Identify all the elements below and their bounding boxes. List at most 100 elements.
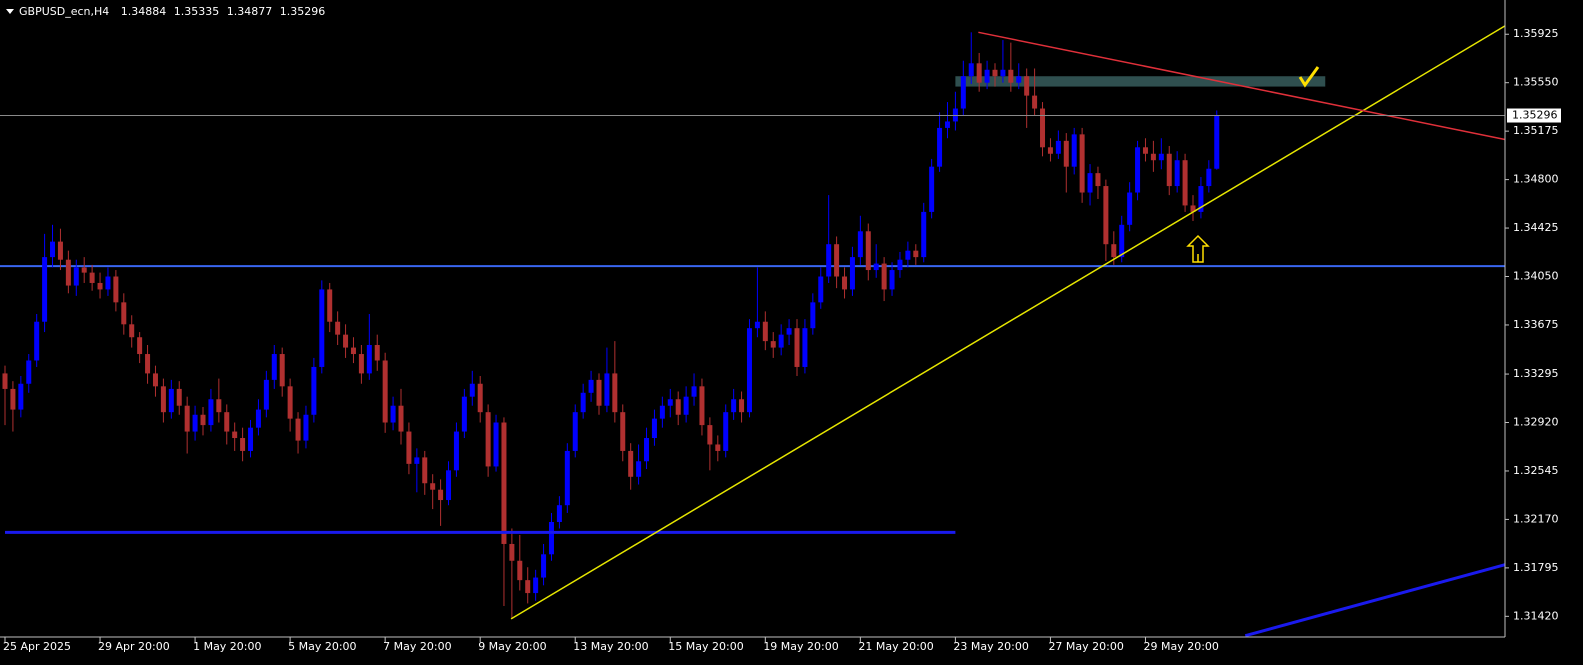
candle-body [1158,153,1164,161]
candle-body [152,373,158,387]
candle-body [1127,192,1133,225]
candle-body [707,425,713,445]
candle-body [168,388,174,413]
candle-body [129,324,135,338]
candle-body [430,483,436,490]
candle-body [1040,108,1046,148]
candle-body [414,457,420,464]
price-label-box [1507,108,1561,123]
candle-body [493,422,499,467]
candle-body [121,302,127,325]
candle-body [105,276,111,290]
candle-body [160,386,166,413]
menu-triangle[interactable] [6,9,14,14]
candle-body [1166,153,1172,187]
candle-body [834,244,840,277]
x-tick-label: 13 May 20:00 [573,640,648,653]
candle-body [517,560,523,581]
candle-body [794,328,800,367]
check-mark [1298,66,1320,88]
symbol: GBPUSD_ecn,H4 [19,5,109,18]
candle-body [1087,173,1093,193]
candle-body [1182,160,1188,206]
candle-body [65,259,71,286]
candle-body [857,231,863,258]
y-tick-label: 1.32170 [1513,512,1559,525]
y-tick-label: 1.33295 [1513,367,1559,380]
x-tick-label: 21 May 20:00 [858,640,933,653]
candle-body [865,231,871,271]
candle-body [802,328,808,367]
candle-body [849,257,855,290]
candle-body [968,63,974,77]
x-tick-label: 23 May 20:00 [953,640,1028,653]
candle-body [446,470,452,501]
candle-body [461,396,467,432]
trend-line [510,25,1506,620]
candle-body [216,399,222,413]
candle-body [739,399,745,413]
candle-body [952,108,958,122]
candle-body [208,399,214,426]
candle-body [327,289,333,322]
candle-body [34,321,40,361]
candle-body [1190,205,1196,212]
arrow-up [1186,234,1210,263]
candle-body [746,328,752,413]
candle-body [984,69,990,83]
candle-body [572,412,578,451]
candle-body [976,63,982,83]
x-tick-label: 9 May 20:00 [478,640,546,653]
candle-body [620,412,626,451]
candle-body [311,366,317,415]
trend-line [978,31,1506,141]
candle-body [89,272,95,283]
last-low: 1.34877 [227,5,273,18]
candle-body [778,334,784,348]
candle-body [73,267,79,286]
candle-body [1016,76,1022,83]
last-high: 1.35335 [174,5,220,18]
candle-body [992,69,998,77]
candle-body [113,276,119,303]
candle-body [580,392,586,413]
candle-body [240,438,246,451]
last-open: 1.34884 [121,5,167,18]
candle-body [382,360,388,423]
candle-body [248,427,254,451]
candle-body [42,257,48,322]
candle-body [145,354,151,374]
y-tick-label: 1.34800 [1513,173,1559,186]
candle-body [1079,134,1085,193]
candle-body [723,412,729,451]
x-tick-label: 1 May 20:00 [193,640,261,653]
candle-body [137,337,143,355]
candle-body [232,431,238,439]
candle-body [881,263,887,290]
candle-body [564,450,570,506]
x-tick-label: 7 May 20:00 [383,640,451,653]
candle-body [1214,115,1220,169]
candle-body [1095,173,1101,187]
candle-body [644,438,650,462]
x-tick-label: 29 Apr 20:00 [98,640,170,653]
candle-body [699,386,705,426]
candle-body [889,270,895,290]
candle-body [1071,134,1077,167]
candle-body [1047,147,1053,154]
plot-area [0,25,1506,638]
candle-body [192,414,198,432]
y-tick-label: 1.34425 [1513,221,1559,234]
x-tick-label: 27 May 20:00 [1048,640,1123,653]
candle-body [50,241,56,258]
candle-body [667,399,673,406]
x-tick-label: 25 Apr 2025 [3,640,71,653]
candle-body [691,386,697,397]
candle-body [485,412,491,467]
candle-body [541,554,547,578]
candle-body [509,543,515,561]
candle-body [604,373,610,406]
candle-body [200,414,206,426]
x-tick-label: 19 May 20:00 [763,640,838,653]
